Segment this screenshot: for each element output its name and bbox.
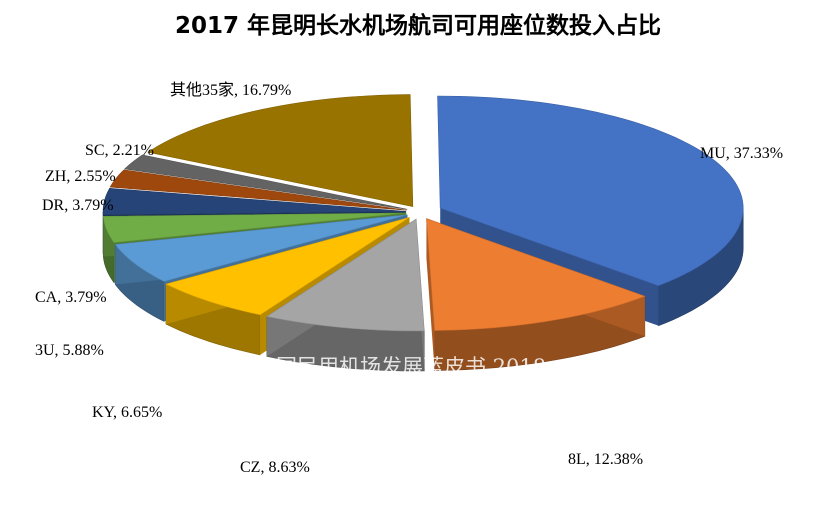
data-label-sc: SC, 2.21% <box>85 142 154 159</box>
data-label-mu: MU, 37.33% <box>700 145 783 162</box>
data-label-8l: 8L, 12.38% <box>568 451 643 468</box>
data-label-dr: DR, 3.79% <box>42 197 114 214</box>
data-label-ca: CA, 3.79% <box>35 289 107 306</box>
pie-slice-8l <box>426 218 646 371</box>
data-label-zh: ZH, 2.55% <box>45 168 116 185</box>
pie-slice-cz <box>266 218 425 372</box>
pie-slice-zh <box>109 169 407 211</box>
pie-data-labels: MU, 37.33% 8L, 12.38% CZ, 8.63% KY, 6.65% 3U… <box>35 81 783 476</box>
chart-title: 2017 年昆明长水机场航司可用座位数投入占比 <box>175 12 661 39</box>
watermark-text: 中国民用机场发展蓝皮书 2018 <box>255 355 546 379</box>
data-label-ky: KY, 6.65% <box>92 404 162 421</box>
data-label-3u: 3U, 5.88% <box>35 342 104 359</box>
pie-slice-sc <box>123 154 408 210</box>
pie-slice-其他35家 <box>147 94 414 207</box>
data-label-其他35家: 其他35家, 16.79% <box>170 81 291 99</box>
pie-slices <box>102 94 744 372</box>
data-label-cz: CZ, 8.63% <box>240 459 310 476</box>
